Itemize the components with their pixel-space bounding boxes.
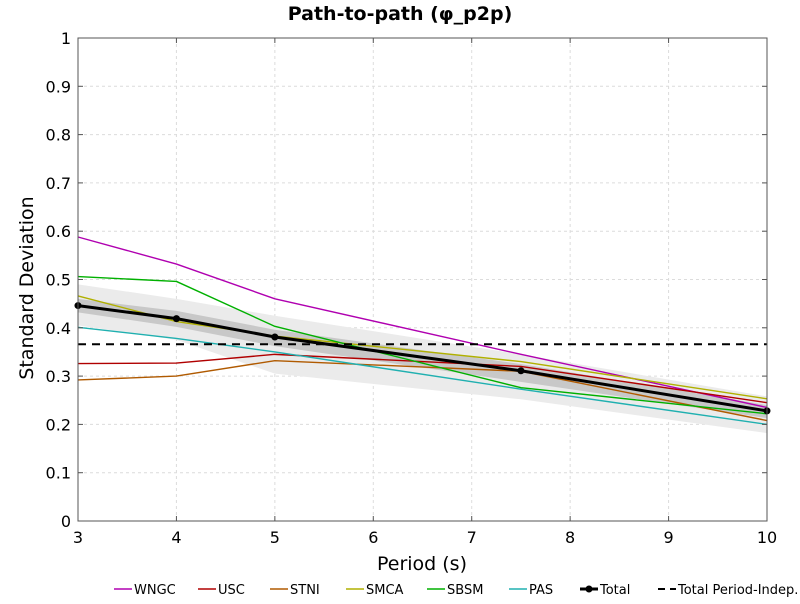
legend-label-wngc: WNGC: [134, 583, 176, 598]
legend-label-smca: SMCA: [366, 583, 404, 598]
x-tick-label: 5: [270, 528, 280, 547]
legend-label-stni: STNI: [290, 583, 320, 598]
x-tick-label: 10: [757, 528, 777, 547]
series-line-pas: [77, 326, 768, 426]
x-axis-label: Period (s): [377, 553, 467, 575]
data-point-total: [172, 315, 180, 323]
x-tick-label: 4: [171, 528, 181, 547]
legend-label-sbsm: SBSM: [447, 583, 483, 598]
series-lines: [74, 236, 771, 426]
legend-label-pas: PAS: [529, 583, 553, 598]
y-tick-label: 0.2: [46, 415, 71, 434]
grid: [77, 37, 768, 522]
y-tick-label: 0.6: [46, 222, 71, 241]
legend: WNGC USC STNI SMCA SBSM PAS Total Total Period-…: [114, 583, 798, 598]
series-line-wngc: [77, 236, 768, 409]
x-tick-label: 7: [467, 528, 477, 547]
y-axis-label: Standard Deviation: [16, 196, 38, 379]
series-line-stni: [77, 359, 768, 422]
y-tick-label: 0: [61, 512, 71, 531]
x-tick-label: 8: [565, 528, 575, 547]
chart-title: Path-to-path (φ_p2p): [288, 3, 513, 25]
legend-label-total: Total: [599, 583, 630, 598]
axis-ticks: 0 0.1 0.2 0.3 0.4 0.5 0.6 0.7 0.8 0.9 1 3 4 5 6 7 8 9 10: [46, 29, 778, 547]
y-tick-label: 0.3: [46, 367, 71, 386]
x-tick-label: 6: [368, 528, 378, 547]
y-tick-label: 0.9: [46, 77, 71, 96]
y-tick-label: 0.4: [46, 319, 71, 338]
data-point-total: [271, 333, 279, 341]
y-tick-label: 1: [61, 29, 71, 48]
legend-label-total-period-indep: Total Period-Indep.: [677, 583, 798, 598]
y-tick-label: 0.7: [46, 174, 71, 193]
data-point-total: [517, 367, 525, 375]
series-line-usc: [77, 353, 768, 404]
series-line-sbsm: [77, 275, 768, 415]
y-tick-label: 0.8: [46, 126, 71, 145]
y-tick-label: 0.1: [46, 464, 71, 483]
y-tick-label: 0.5: [46, 271, 71, 290]
legend-label-usc: USC: [218, 583, 245, 598]
legend-marker-total: [585, 585, 593, 593]
x-tick-label: 3: [73, 528, 83, 547]
x-tick-label: 9: [663, 528, 673, 547]
